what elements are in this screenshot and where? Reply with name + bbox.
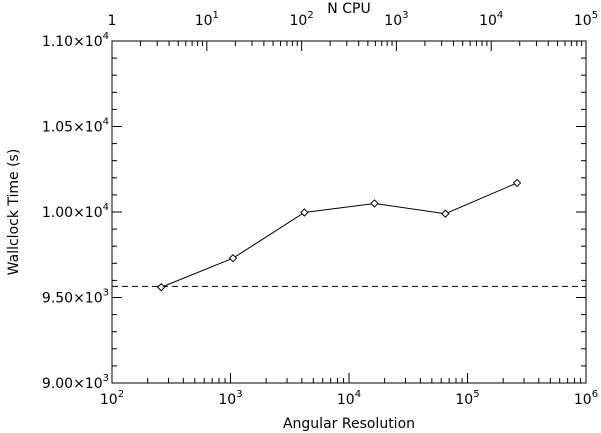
plot-frame [111,40,587,384]
data-point [156,283,166,292]
x-tick-label: 105 [455,389,479,408]
y-tick-label: 9.50×103 [42,288,109,307]
data-point [228,253,238,263]
tick-labels: 102 103 104 105 106 1 101 102 103 104 105 9.00×103 9… [42,10,598,408]
x-tick-label: 104 [337,389,361,408]
data-point [300,208,309,217]
x-tick-label: 106 [574,389,598,408]
y-axis-title: Wallclock Time (s) [6,149,22,276]
x-tick-label: 102 [100,389,124,408]
x2-tick-label: 104 [479,10,503,29]
x2-tick-label: 102 [289,10,313,29]
ticks [111,40,587,384]
top-axis-title: N CPU [327,1,370,17]
data-point [370,199,379,208]
x2-tick-label: 101 [195,10,219,29]
x-tick-label: 103 [218,389,242,408]
y-tick-label: 1.10×104 [42,31,109,50]
y-tick-label: 9.00×103 [42,373,109,392]
series-line [160,182,518,288]
data-point [512,178,522,188]
data-point [441,209,450,218]
y-tick-label: 1.05×104 [42,117,109,136]
x2-tick-label: 103 [384,10,408,29]
series-markers [156,178,522,292]
x2-tick-label: 1 [108,13,117,29]
y-tick-label: 1.00×104 [42,202,109,221]
x2-tick-label: 105 [574,10,598,29]
x-axis-title: Angular Resolution [283,416,415,432]
